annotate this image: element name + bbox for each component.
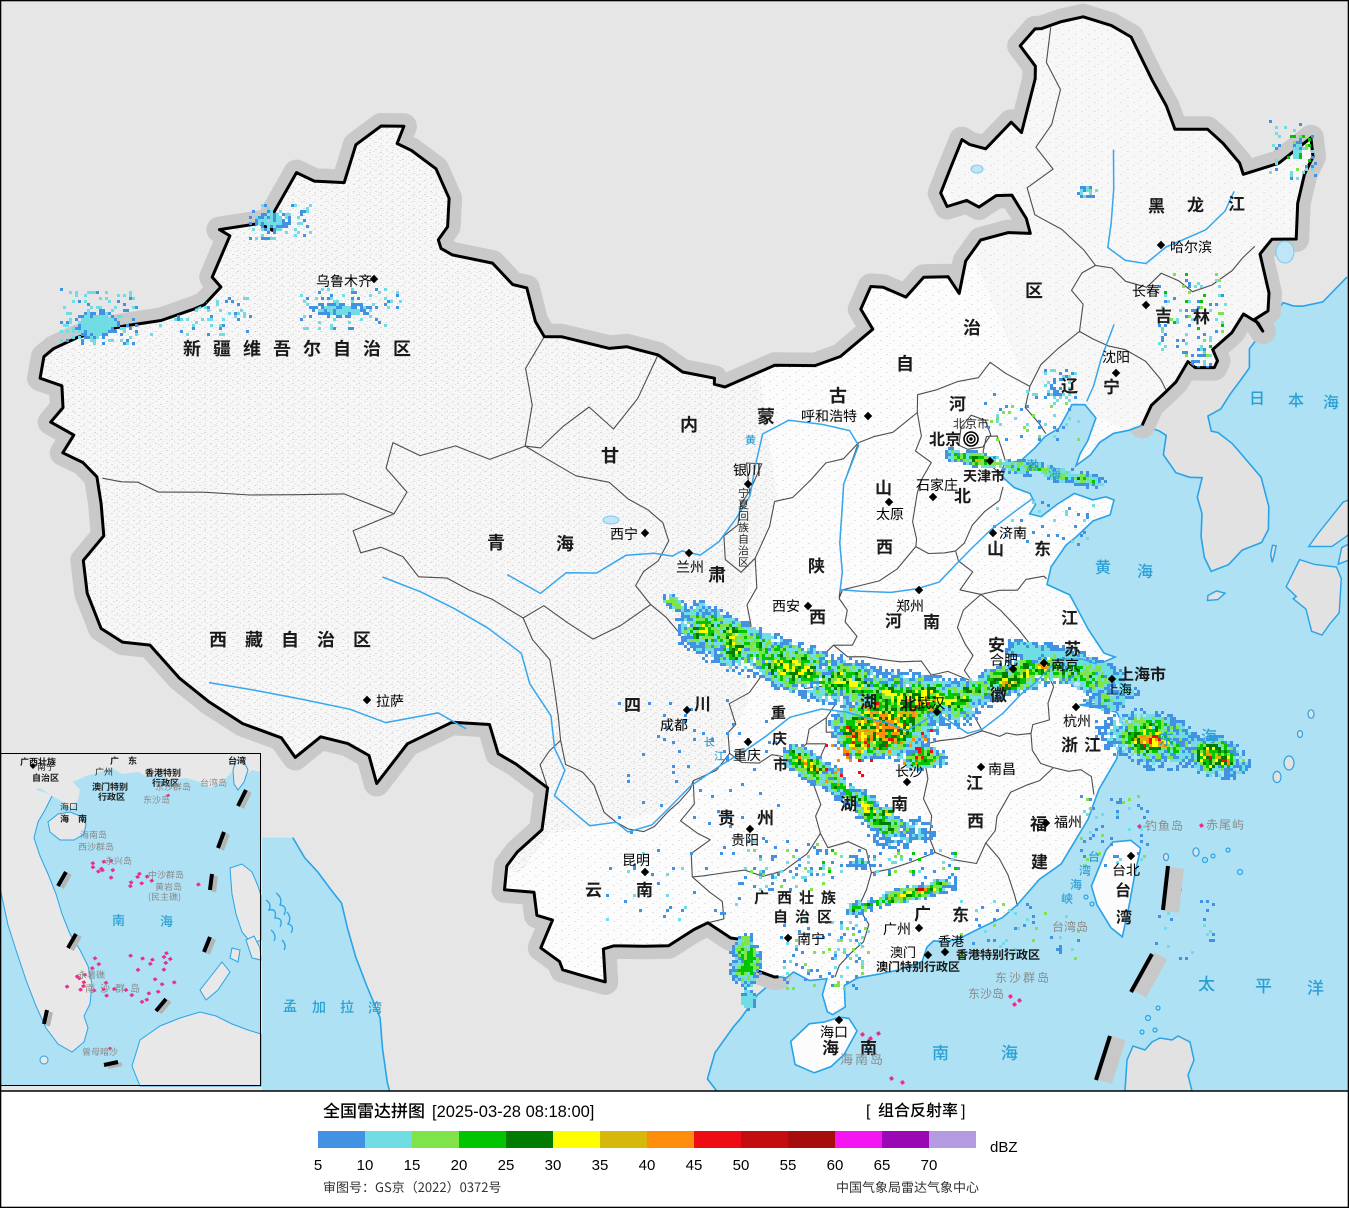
svg-text:5: 5 xyxy=(314,1157,322,1174)
svg-text:45: 45 xyxy=(686,1157,703,1174)
svg-text:35: 35 xyxy=(592,1157,609,1174)
svg-text:70: 70 xyxy=(921,1157,938,1174)
svg-text:dBZ: dBZ xyxy=(990,1139,1018,1156)
svg-text:20: 20 xyxy=(451,1157,468,1174)
svg-text:60: 60 xyxy=(827,1157,844,1174)
svg-text:10: 10 xyxy=(357,1157,374,1174)
svg-text:55: 55 xyxy=(780,1157,797,1174)
svg-text:[: [ xyxy=(866,1103,871,1120)
svg-text:65: 65 xyxy=(874,1157,891,1174)
svg-text:]: ] xyxy=(961,1103,965,1120)
svg-text:25: 25 xyxy=(498,1157,515,1174)
svg-text:[2025-03-28 08:18:00]: [2025-03-28 08:18:00] xyxy=(432,1103,594,1121)
svg-text:40: 40 xyxy=(639,1157,656,1174)
svg-text:50: 50 xyxy=(733,1157,750,1174)
svg-text:30: 30 xyxy=(545,1157,562,1174)
svg-text:15: 15 xyxy=(404,1157,421,1174)
